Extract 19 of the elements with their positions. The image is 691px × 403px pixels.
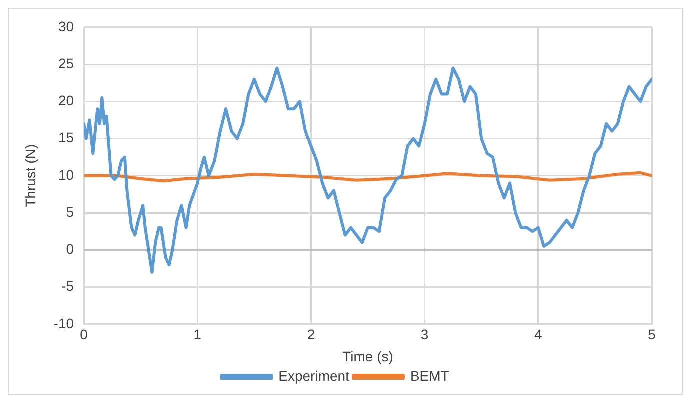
x-axis-title: Time (s)	[342, 348, 394, 364]
legend-label: BEMT	[410, 368, 450, 384]
y-tick-label: 5	[66, 204, 74, 220]
y-tick-label: 30	[58, 18, 74, 34]
y-tick-label: 10	[58, 166, 74, 183]
x-tick-label: 0	[80, 326, 88, 343]
y-tick-label: 20	[58, 92, 74, 109]
x-tick-label: 4	[534, 326, 543, 343]
y-tick-label: 25	[58, 55, 74, 72]
x-tick-label: 2	[307, 326, 316, 343]
x-tick-label: 3	[420, 326, 429, 343]
x-tick-label: 5	[648, 326, 656, 343]
y-axis-title: Thrust (N)	[22, 144, 38, 208]
x-tick-label: 1	[194, 326, 202, 343]
y-tick-label: -10	[54, 315, 74, 332]
y-tick-label: 15	[58, 130, 74, 146]
legend-label: Experiment	[278, 368, 350, 384]
y-tick-label: -5	[62, 278, 74, 294]
y-tick-label: 0	[66, 241, 74, 258]
